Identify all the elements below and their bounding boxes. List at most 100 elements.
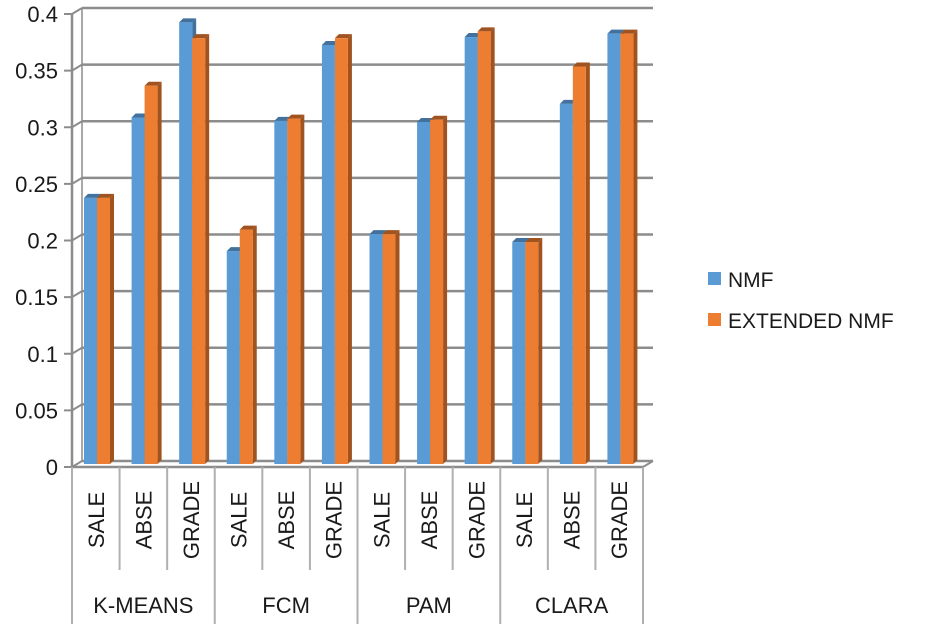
- bar-extended-nmf: [382, 230, 400, 464]
- y-tick-label: 0: [46, 455, 58, 480]
- bars: [84, 18, 638, 465]
- bar-front: [334, 38, 348, 465]
- gridline-depth: [71, 346, 83, 355]
- x-category-label: GRADE: [464, 481, 489, 559]
- x-category-label: SALE: [227, 492, 252, 548]
- x-category-label: ABSE: [560, 491, 585, 550]
- bar-front: [572, 66, 586, 465]
- bar-front: [369, 234, 383, 464]
- x-group-label: FCM: [262, 593, 310, 618]
- gridline-depth: [71, 403, 83, 412]
- bar-top: [274, 116, 292, 121]
- bar-front: [512, 242, 526, 464]
- gridline-depth: [71, 63, 83, 72]
- legend-swatch-extended-nmf: [708, 313, 721, 326]
- x-category-label: GRADE: [607, 481, 632, 559]
- gridline-depth: [71, 7, 83, 15]
- bar-front: [274, 120, 288, 464]
- bar-top: [321, 40, 339, 45]
- y-tick-label: 0.2: [27, 229, 58, 254]
- y-tick-label: 0.1: [27, 342, 58, 367]
- bar-side: [347, 34, 352, 465]
- floor-edge: [642, 460, 654, 468]
- gridline-depth: [71, 290, 83, 298]
- bar-side: [633, 29, 638, 465]
- gridline-depth: [71, 120, 83, 129]
- x-category-label: ABSE: [274, 491, 299, 550]
- gridline-depth: [71, 177, 83, 185]
- legend-item-nmf: NMF: [708, 269, 774, 292]
- y-tick-label: 0.3: [27, 115, 58, 140]
- bar-top: [464, 33, 482, 38]
- bar-side: [538, 238, 543, 464]
- bar-extended-nmf: [192, 34, 210, 465]
- bar-front: [382, 234, 396, 464]
- bar-top: [382, 230, 400, 235]
- y-tick-label: 0.05: [15, 398, 58, 423]
- y-tick-label: 0.15: [15, 285, 58, 310]
- bar-top: [430, 115, 448, 120]
- bar-side: [490, 27, 495, 464]
- bar-extended-nmf: [525, 238, 543, 464]
- bar-front: [131, 117, 145, 464]
- bar-extended-nmf: [334, 34, 352, 465]
- bar-front: [179, 22, 193, 464]
- gridline-depth: [71, 233, 83, 242]
- bar-side: [252, 225, 257, 464]
- bar-top: [607, 29, 625, 34]
- bar-front: [620, 33, 634, 465]
- bar-top: [239, 225, 257, 230]
- bar-front: [430, 119, 444, 464]
- y-tick-label: 0.35: [15, 59, 58, 84]
- bar-top: [84, 193, 101, 198]
- bar-side: [205, 34, 210, 465]
- bar-front: [144, 85, 158, 465]
- x-group-label: PAM: [406, 593, 452, 618]
- bar-extended-nmf: [572, 62, 590, 465]
- bar-extended-nmf: [97, 193, 114, 465]
- bar-top: [287, 114, 305, 119]
- x-category-label: GRADE: [179, 481, 204, 559]
- bar-side: [443, 115, 448, 464]
- bar-front: [607, 33, 621, 465]
- gridlines: [71, 6, 653, 468]
- bar-top: [192, 34, 210, 39]
- bar-extended-nmf: [620, 29, 638, 465]
- bar-top: [369, 230, 387, 235]
- bar-side: [395, 230, 400, 464]
- bar-front: [226, 251, 240, 464]
- bar-extended-nmf: [239, 225, 257, 464]
- bar-front: [417, 121, 431, 465]
- bar-top: [620, 29, 638, 34]
- x-category-label: SALE: [512, 492, 537, 548]
- x-category-label: GRADE: [322, 481, 347, 559]
- x-category-label: SALE: [84, 492, 109, 548]
- bar-extended-nmf: [144, 81, 162, 465]
- bar-front: [239, 229, 253, 464]
- bar-front: [287, 118, 301, 465]
- bar-side: [585, 62, 590, 465]
- bar-side: [157, 81, 162, 465]
- bar-top: [572, 62, 590, 67]
- x-group-label: K-MEANS: [93, 593, 193, 618]
- y-tick-label: 0.4: [27, 2, 58, 27]
- x-group-label: CLARA: [535, 593, 609, 618]
- bar-top: [512, 238, 530, 243]
- bar-top: [131, 113, 149, 118]
- legend: NMF EXTENDED NMF: [708, 269, 894, 333]
- bar-extended-nmf: [287, 114, 305, 465]
- bar-extended-nmf: [477, 27, 495, 464]
- bar-top: [97, 193, 114, 198]
- bar-front: [525, 242, 539, 464]
- bar-front: [97, 197, 110, 465]
- bar-top: [525, 238, 543, 243]
- bar-front: [192, 38, 206, 465]
- bar-front: [464, 37, 478, 465]
- bar-front: [84, 197, 97, 465]
- x-category-label: ABSE: [131, 491, 156, 550]
- bar-top: [559, 99, 577, 104]
- legend-label-nmf: NMF: [728, 269, 774, 292]
- y-tick-label: 0.25: [15, 172, 58, 197]
- bar-top: [179, 18, 197, 23]
